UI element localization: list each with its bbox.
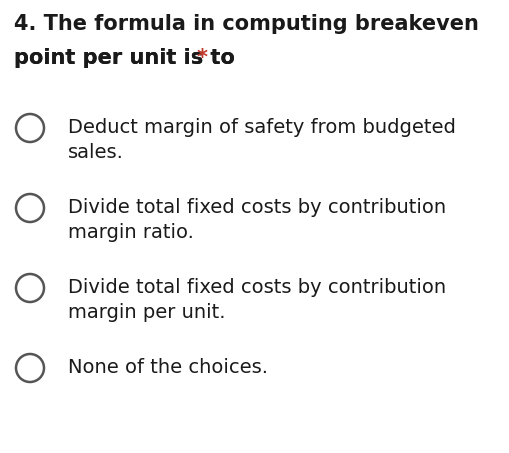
Text: 4. The formula in computing breakeven: 4. The formula in computing breakeven: [14, 14, 478, 34]
Text: Divide total fixed costs by contribution
margin ratio.: Divide total fixed costs by contribution…: [68, 198, 445, 242]
Text: Deduct margin of safety from budgeted
sales.: Deduct margin of safety from budgeted sa…: [68, 118, 455, 162]
Text: Divide total fixed costs by contribution
margin per unit.: Divide total fixed costs by contribution…: [68, 278, 445, 322]
Text: None of the choices.: None of the choices.: [68, 358, 267, 377]
Text: point per unit is to: point per unit is to: [14, 48, 242, 68]
Text: point per unit is to *: point per unit is to *: [14, 48, 252, 68]
Text: point per unit is to: point per unit is to: [14, 48, 242, 68]
Text: *: *: [196, 48, 208, 68]
